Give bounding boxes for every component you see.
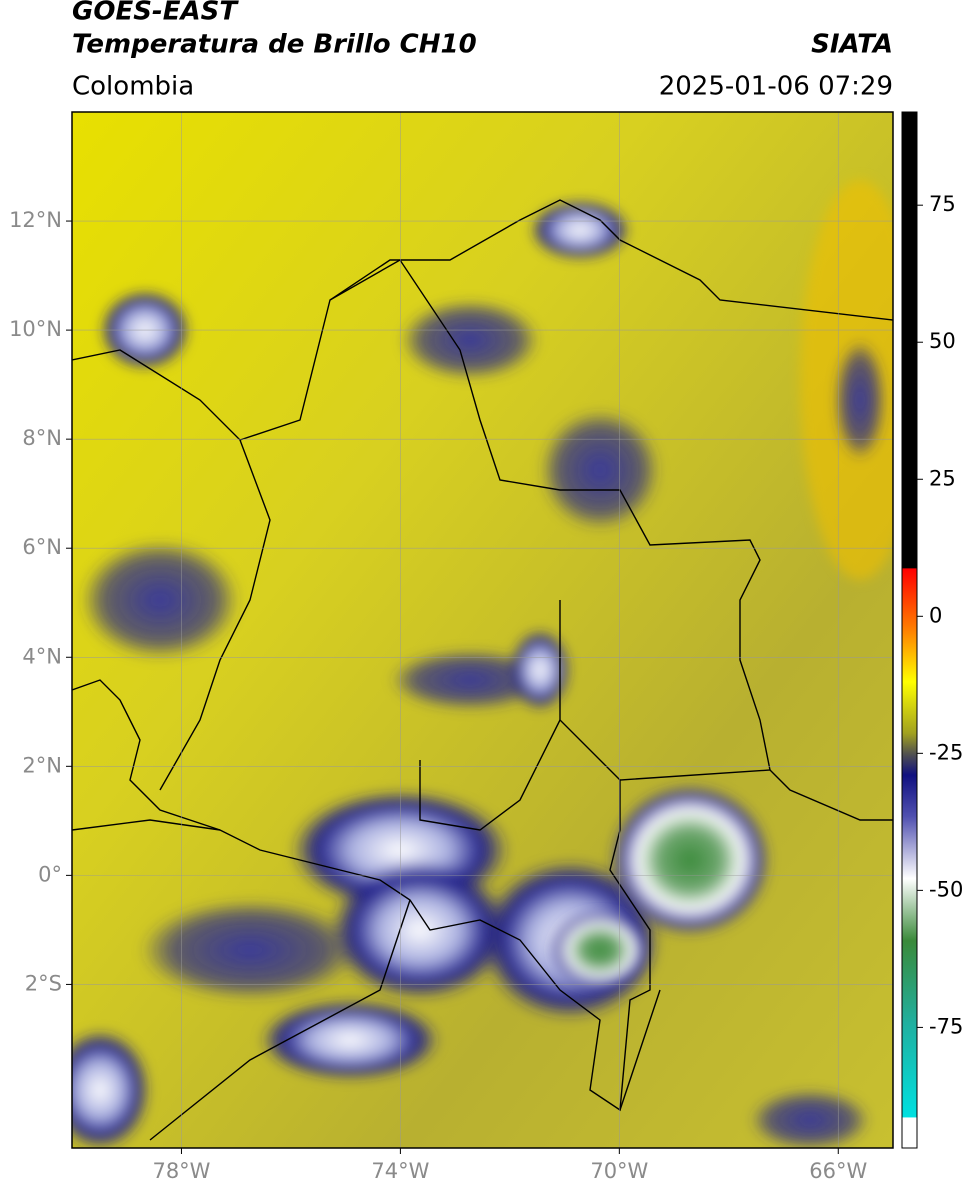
title: GOES-EAST xyxy=(72,0,239,27)
colorbar-tick-label: 25 xyxy=(929,466,956,490)
subtitle: Temperatura de Brillo CH10 xyxy=(72,30,477,60)
grid xyxy=(72,112,893,1148)
source: SIATA xyxy=(811,30,893,60)
colorbar-tick-label: -25 xyxy=(929,740,963,764)
y-tick-label: 2°N xyxy=(22,753,62,777)
y-tick-label: 10°N xyxy=(9,317,62,341)
borders xyxy=(72,199,893,1141)
y-tick-label: 8°N xyxy=(22,426,62,450)
colorbar-tick-label: 50 xyxy=(929,329,956,353)
y-tick-label: 4°N xyxy=(22,644,62,668)
map-frame xyxy=(71,111,894,1149)
colorbar-tick-label: -50 xyxy=(929,877,963,901)
y-tick-label: 12°N xyxy=(9,208,62,232)
map-image xyxy=(72,112,893,1148)
x-tick-label: 78°W xyxy=(152,1159,210,1183)
x-tick-label: 66°W xyxy=(809,1159,867,1183)
cold-cloud xyxy=(550,910,650,990)
y-tick-label: 6°N xyxy=(22,535,62,559)
clouds xyxy=(72,200,885,1148)
colorbar-tick-label: -75 xyxy=(929,1014,963,1038)
colorbar-tick-label: 0 xyxy=(929,603,942,627)
x-tick-label: 70°W xyxy=(590,1159,648,1183)
region: Colombia xyxy=(72,72,194,102)
x-tick-label: 74°W xyxy=(371,1159,429,1183)
y-tick-label: 0° xyxy=(38,862,62,886)
y-tick-label: 2°S xyxy=(25,971,62,995)
datetime: 2025-01-06 07:29 xyxy=(659,72,893,102)
colorbar xyxy=(901,111,918,1149)
colorbar-tick-label: 75 xyxy=(929,192,956,216)
cold-cloud xyxy=(610,785,770,935)
